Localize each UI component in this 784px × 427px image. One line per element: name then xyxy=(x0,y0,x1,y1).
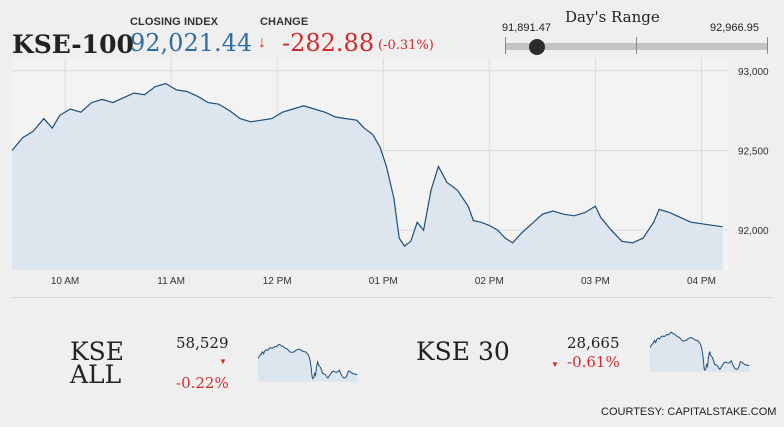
kse-30-sparkline xyxy=(650,331,750,372)
range-tick-low xyxy=(505,37,506,54)
sparkline-line xyxy=(258,343,358,380)
kse-all-name-line1: KSE xyxy=(70,337,125,366)
y-tick-label: 93,000 xyxy=(738,67,769,78)
divider xyxy=(12,297,772,298)
x-tick-label: 10 AM xyxy=(51,276,79,287)
y-tick-label: 92,000 xyxy=(738,226,769,237)
closing-index-label: CLOSING INDEX xyxy=(130,16,219,28)
kse-all-percent: -0.22% xyxy=(176,374,229,392)
x-tick-label: 02 PM xyxy=(475,276,504,287)
kse-all-sparkline xyxy=(258,343,358,382)
kse-30-value: 28,665 xyxy=(567,334,620,352)
kse-30-name: KSE 30 xyxy=(416,337,510,366)
x-tick-label: 03 PM xyxy=(581,276,610,287)
change-percent: (-0.31%) xyxy=(378,38,434,53)
sparkline-area xyxy=(258,344,358,382)
days-range-low: 91,891.47 xyxy=(502,22,551,34)
kse-30-percent: -0.61% xyxy=(567,353,620,371)
range-tick-high xyxy=(767,37,768,54)
range-tick-mid xyxy=(636,37,637,54)
down-triangle-icon: ▼ xyxy=(219,357,227,366)
kse-all-name: KSE ALL xyxy=(70,337,125,389)
x-tick-label: 11 AM xyxy=(157,276,185,287)
days-range-title: Day's Range xyxy=(565,8,660,26)
down-triangle-icon: ▼ xyxy=(551,360,559,369)
x-tick-label: 01 PM xyxy=(369,276,398,287)
index-title: KSE-100 xyxy=(12,30,134,59)
x-tick-label: 12 PM xyxy=(263,276,292,287)
change-label: CHANGE xyxy=(260,16,309,28)
intraday-chart: 93,000 92,500 92,000 10 AM 11 AM 12 PM 01 PM 0… xyxy=(11,58,769,287)
x-tick-label: 04 PM xyxy=(687,276,716,287)
price-area xyxy=(12,83,723,270)
kse-all-value: 58,529 xyxy=(176,334,229,352)
down-arrow-icon: ↓ xyxy=(258,34,266,51)
change-value: -282.88 xyxy=(282,29,375,57)
kse-all-name-line2: ALL xyxy=(70,360,122,389)
days-range-high: 92,966.95 xyxy=(710,22,759,34)
y-tick-label: 92,500 xyxy=(738,146,769,157)
courtesy-credit: COURTESY: CAPITALSTAKE.COM xyxy=(601,406,777,418)
sparkline-area xyxy=(650,332,750,372)
sparkline-line xyxy=(650,331,750,372)
days-range-marker xyxy=(528,39,545,55)
closing-index-value: 92,021.44 xyxy=(130,29,253,57)
price-line xyxy=(11,82,723,247)
